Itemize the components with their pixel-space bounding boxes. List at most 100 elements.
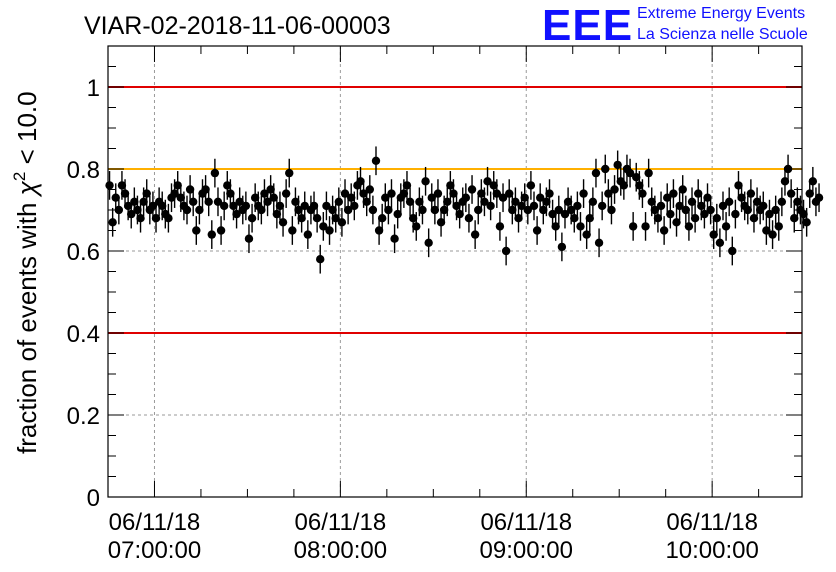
data-point bbox=[628, 222, 638, 231]
data-point bbox=[477, 189, 486, 198]
data-point bbox=[700, 209, 709, 219]
data-point bbox=[288, 226, 297, 235]
data-point bbox=[300, 201, 309, 211]
data-point bbox=[201, 185, 210, 194]
data-point bbox=[597, 201, 607, 211]
plot-frame bbox=[107, 45, 803, 498]
data-point bbox=[263, 197, 272, 206]
data-point bbox=[405, 197, 415, 206]
data-point bbox=[582, 230, 591, 239]
data-point bbox=[601, 164, 610, 174]
data-point bbox=[613, 160, 622, 170]
data-point bbox=[635, 181, 644, 190]
data-point bbox=[703, 193, 712, 202]
data-point bbox=[130, 197, 139, 206]
data-point bbox=[272, 209, 282, 219]
data-point bbox=[694, 189, 703, 198]
data-point bbox=[526, 181, 536, 190]
data-point bbox=[377, 214, 387, 223]
data-point bbox=[402, 181, 412, 190]
data-point bbox=[505, 189, 514, 198]
data-point bbox=[387, 189, 396, 198]
data-point bbox=[368, 205, 378, 215]
data-point bbox=[278, 218, 288, 227]
data-point bbox=[322, 201, 331, 211]
data-point bbox=[393, 209, 402, 219]
data-point bbox=[127, 209, 136, 219]
data-point bbox=[446, 181, 455, 190]
data-point bbox=[399, 189, 409, 198]
data-point bbox=[325, 226, 334, 235]
data-point bbox=[213, 197, 223, 206]
data-point bbox=[579, 189, 588, 198]
data-point bbox=[560, 209, 570, 219]
data-point bbox=[746, 189, 756, 198]
data-point bbox=[266, 185, 275, 194]
data-point bbox=[814, 193, 824, 202]
data-point bbox=[557, 242, 567, 252]
y-tick-label: 0 bbox=[87, 485, 100, 512]
y-axis-label-symbol: χ bbox=[12, 180, 42, 197]
data-point bbox=[480, 197, 489, 206]
data-point bbox=[244, 234, 254, 243]
data-point bbox=[436, 218, 446, 227]
data-point bbox=[551, 222, 560, 231]
data-point bbox=[235, 197, 244, 206]
data-point bbox=[514, 214, 523, 223]
data-point bbox=[443, 197, 452, 206]
data-point bbox=[712, 214, 721, 223]
data-point bbox=[650, 205, 660, 215]
data-point bbox=[808, 177, 818, 186]
data-point bbox=[548, 209, 557, 219]
data-point bbox=[148, 201, 158, 211]
data-point bbox=[241, 201, 251, 211]
data-point bbox=[495, 222, 505, 231]
data-point bbox=[464, 214, 474, 223]
y-tick-label: 0.8 bbox=[67, 157, 100, 184]
data-point bbox=[669, 189, 678, 198]
data-point bbox=[566, 205, 576, 215]
data-point bbox=[331, 214, 340, 223]
data-point bbox=[139, 197, 148, 206]
data-point bbox=[297, 214, 306, 223]
data-point bbox=[563, 197, 573, 206]
data-point bbox=[641, 222, 650, 231]
data-point bbox=[520, 193, 529, 202]
eee-logo: EEE Extreme Energy Events La Scienza nel… bbox=[542, 1, 808, 50]
data-point bbox=[275, 201, 285, 211]
data-point bbox=[594, 238, 604, 247]
data-point bbox=[610, 185, 619, 194]
y-axis-label-superscript: 2 bbox=[10, 172, 29, 181]
data-point bbox=[743, 205, 752, 215]
data-point bbox=[384, 205, 393, 215]
data-point bbox=[632, 173, 641, 182]
data-point bbox=[114, 205, 124, 215]
data-point bbox=[356, 177, 365, 186]
data-point bbox=[681, 205, 691, 215]
data-point bbox=[752, 197, 762, 206]
data-point bbox=[536, 193, 545, 202]
data-point bbox=[765, 209, 774, 219]
data-point bbox=[607, 205, 616, 215]
data-point bbox=[492, 189, 502, 198]
data-point bbox=[303, 230, 313, 239]
data-point bbox=[316, 255, 325, 264]
data-point bbox=[133, 205, 142, 215]
data-point bbox=[412, 222, 421, 231]
data-point bbox=[204, 197, 213, 206]
data-point bbox=[508, 205, 517, 215]
data-point bbox=[768, 230, 777, 239]
data-point bbox=[257, 205, 266, 215]
data-point bbox=[170, 189, 179, 198]
data-point bbox=[728, 246, 737, 256]
data-point bbox=[408, 214, 418, 223]
data-point bbox=[511, 197, 520, 206]
data-point bbox=[545, 189, 554, 198]
data-point bbox=[111, 193, 120, 202]
data-point bbox=[461, 193, 471, 202]
data-point bbox=[312, 214, 322, 223]
data-point bbox=[659, 226, 669, 235]
data-point bbox=[223, 181, 232, 190]
plot-area: 00.20.40.60.8106/11/1807:00:0006/11/1808… bbox=[67, 45, 824, 564]
